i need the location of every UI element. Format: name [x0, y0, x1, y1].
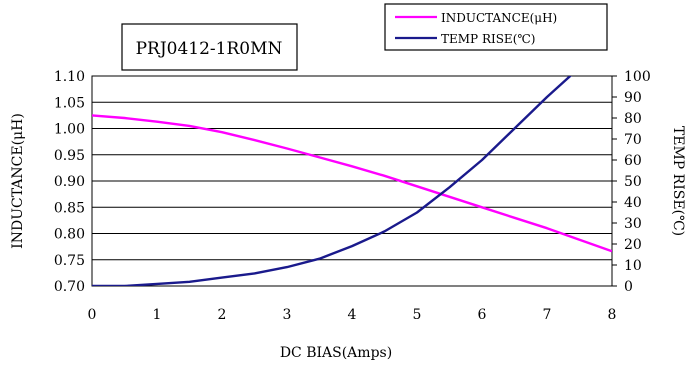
right-tick-label: 30	[624, 216, 642, 232]
x-tick-label: 6	[478, 307, 487, 323]
left-tick-label: 0.95	[54, 148, 85, 164]
left-tick-label: 1.00	[54, 122, 85, 138]
left-tick-label: 1.10	[54, 69, 85, 85]
legend-label-temp-rise: TEMP RISE(℃)	[441, 32, 535, 46]
right-tick-label: 60	[624, 153, 642, 169]
x-axis-ticks: 0 1 2 3 4 5 6 7 8	[88, 307, 617, 323]
left-tick-label: 0.90	[54, 174, 85, 190]
right-tick-label: 100	[624, 69, 651, 85]
x-tick-label: 4	[348, 307, 357, 323]
legend	[384, 3, 608, 51]
left-tick-label: 0.80	[54, 227, 85, 243]
left-tick-label: 0.85	[54, 200, 85, 216]
x-axis-title: DC BIAS(Amps)	[280, 345, 392, 361]
x-tick-label: 3	[283, 307, 292, 323]
right-tick-label: 50	[624, 174, 642, 190]
right-tick-label: 90	[624, 90, 642, 106]
legend-label-inductance: INDUCTANCE(μH)	[441, 11, 557, 25]
right-tick-label: 40	[624, 195, 642, 211]
right-tick-label: 20	[624, 237, 642, 253]
x-tick-label: 5	[413, 307, 422, 323]
right-axis-ticks: 0 10 20 30 40 50 60 70 80 90 100	[612, 69, 651, 295]
chart-title: PRJ0412-1R0MN	[136, 39, 283, 59]
left-tick-label: 0.70	[54, 279, 85, 295]
series-lines	[92, 76, 612, 286]
x-tick-label: 7	[543, 307, 552, 323]
right-tick-label: 70	[624, 132, 642, 148]
x-tick-label: 8	[608, 307, 617, 323]
left-axis-title: INDUCTANCE(μH)	[10, 113, 26, 249]
x-tick-label: 1	[153, 307, 162, 323]
left-tick-label: 1.05	[54, 95, 85, 111]
right-axis-title: TEMP RISE(℃)	[670, 126, 686, 236]
gridlines	[92, 75, 612, 287]
right-tick-label: 10	[624, 258, 642, 274]
chart-title-box	[121, 23, 298, 71]
left-axis-ticks: 0.70 0.75 0.80 0.85 0.90 0.95 1.00 1.05 1.10	[54, 69, 85, 295]
right-tick-label: 0	[624, 279, 633, 295]
left-tick-label: 0.75	[54, 253, 85, 269]
right-tick-label: 80	[624, 111, 642, 127]
series-line-temp-rise	[92, 76, 573, 286]
series-line-inductance	[92, 114, 612, 253]
x-tick-label: 2	[218, 307, 227, 323]
x-tick-label: 0	[88, 307, 97, 323]
